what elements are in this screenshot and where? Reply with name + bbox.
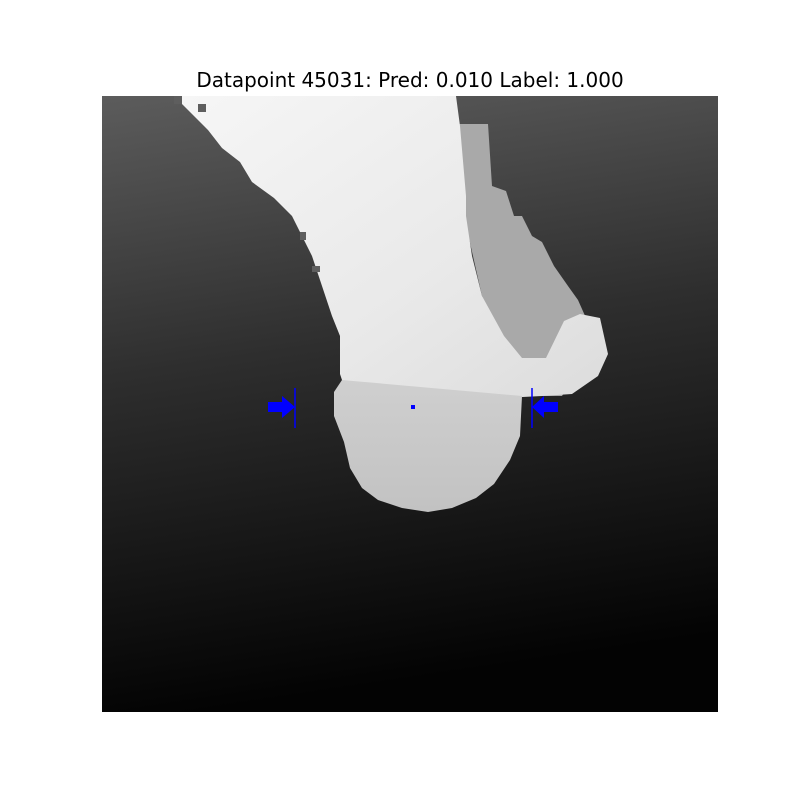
object-arm: [174, 96, 608, 400]
depth-image: [102, 96, 718, 712]
depth-image-panel: [102, 96, 718, 712]
left-arrow-icon: [268, 396, 295, 418]
right-arrow-icon: [532, 396, 558, 418]
object-edge-pixels: [174, 96, 320, 272]
figure-title: Datapoint 45031: Pred: 0.010 Label: 1.00…: [196, 68, 624, 92]
center-point: [411, 405, 415, 409]
object-fingertip: [334, 380, 522, 512]
grasp-markers: [268, 388, 558, 428]
